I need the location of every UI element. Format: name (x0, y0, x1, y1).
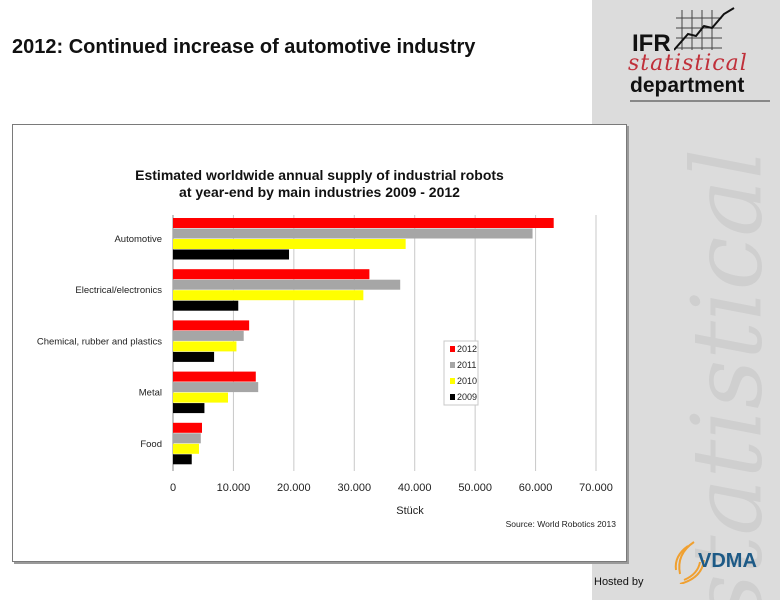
bar-2009 (173, 249, 290, 260)
logo-underline (630, 100, 770, 102)
legend-label-2011: 2011 (457, 360, 476, 370)
bar-2012 (173, 269, 370, 280)
bar-2009 (173, 403, 205, 414)
chart-frame: Estimated worldwide annual supply of ind… (12, 124, 627, 562)
vdma-waves-icon (674, 541, 705, 584)
bar-2010 (173, 341, 237, 352)
category-label: Food (140, 439, 162, 450)
vdma-text: VDMA (698, 550, 757, 572)
category-label: Electrical/electronics (75, 285, 162, 296)
category-label: Metal (139, 388, 162, 399)
vdma-logo: VDMA (668, 540, 768, 584)
bar-2012 (173, 320, 250, 331)
legend-swatch-2012 (450, 346, 455, 352)
bar-2011 (173, 330, 244, 341)
x-tick-label: 60.000 (519, 482, 553, 494)
x-tick-label: 40.000 (398, 482, 432, 494)
legend-label-2010: 2010 (457, 376, 477, 386)
hosted-by-label: Hosted by (594, 576, 644, 588)
x-tick-label: 20.000 (277, 482, 311, 494)
x-tick-label: 70.000 (579, 482, 613, 494)
bar-2010 (173, 239, 406, 249)
bar-2012 (173, 422, 203, 433)
category-label: Chemical, rubber and plastics (37, 336, 162, 347)
bar-2009 (173, 454, 192, 465)
x-tick-label: 50.000 (458, 482, 492, 494)
logo-ifr: IFR (632, 30, 671, 57)
logo-department: department (630, 74, 745, 97)
chart-grid-icon (674, 7, 735, 51)
bar-2012 (173, 371, 256, 382)
ifr-logo: IFR statistical department (620, 6, 770, 102)
legend-box (443, 340, 479, 406)
category-label: Automotive (114, 234, 162, 245)
legend-swatch-2009 (450, 394, 455, 400)
source-note: Source: World Robotics 2013 (506, 519, 617, 529)
x-tick-label: 10.000 (217, 482, 251, 494)
bar-2009 (173, 300, 239, 311)
chart-subtitle: at year-end by main industries 2009 - 20… (179, 184, 460, 200)
chart-title: Estimated worldwide annual supply of ind… (135, 167, 504, 183)
x-axis-label: Stück (396, 505, 424, 517)
bar-2011 (173, 228, 533, 239)
bar-2010 (173, 290, 364, 301)
legend-swatch-2010 (450, 378, 455, 384)
legend-swatch-2011 (450, 362, 455, 368)
slide-title: 2012: Continued increase of automotive i… (12, 36, 476, 58)
logo-statistical: statistical (628, 51, 748, 76)
bar-2011 (173, 279, 401, 290)
bar-2011 (173, 433, 201, 444)
x-tick-label: 30.000 (337, 482, 371, 494)
bar-2009 (173, 351, 215, 362)
bar-2012 (173, 218, 554, 228)
legend-label-2009: 2009 (457, 392, 477, 402)
legend-label-2012: 2012 (457, 344, 477, 354)
bar-2010 (173, 443, 199, 454)
x-tick-label: 0 (170, 482, 176, 494)
bar-2010 (173, 392, 228, 403)
watermark: statistical (671, 148, 780, 600)
bar-chart: 0 10.000 20.000 30.000 40.000 50.000 60.000 70.… (37, 215, 617, 529)
bar-2011 (173, 382, 259, 393)
